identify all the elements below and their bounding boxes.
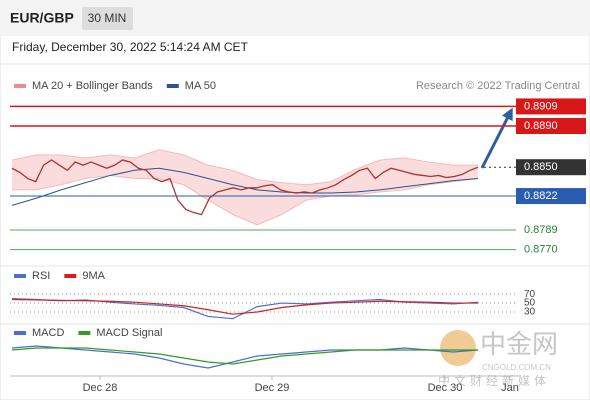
watermark-domain: CNGOLD.COM.CN [482,363,551,372]
legend-label: RSI [32,270,50,282]
legend-label: MACD [32,327,64,339]
level-label: 0.8850 [524,161,558,173]
level-label: 0.8770 [524,244,558,256]
legend-swatch [166,84,179,88]
level-label: 0.8890 [524,120,558,132]
x-tick-label: Dec 28 [83,382,118,394]
y-tick-label: 30 [524,307,536,318]
level-box [516,118,586,134]
watermark: 中金网 CNGOLD.COM.CN 中文财经新媒体 [438,329,558,388]
interval-label: 30 MIN [88,11,127,25]
level-box [516,188,586,205]
legend-label: 9MA [82,270,105,282]
indicator-line [11,298,478,315]
level-label: 0.8909 [524,100,558,112]
bollinger-lower [12,174,479,226]
indicator-line [11,345,479,369]
legend-label: MA 50 [185,80,216,92]
watermark-logo [440,330,476,366]
legend-label: MA 20 + Bollinger Bands [32,80,153,92]
legend-swatch [78,331,91,335]
source: Research © 2022 Trading Central [416,80,580,92]
watermark-name: 中金网 [480,329,558,359]
ma50-line [11,167,479,206]
bollinger-upper [11,149,478,186]
timestamp: Friday, December 30, 2022 5:14:24 AM CET [12,40,249,54]
level-box [516,159,586,176]
forecast-arrow [480,107,513,169]
price-line [11,159,479,216]
legend-swatch [14,331,26,335]
y-tick-label: 70 [524,289,536,300]
level-label: 0.8822 [524,190,558,202]
x-tick-label: Dec 30 [428,382,463,394]
legend-label: MACD Signal [96,327,162,339]
indicator-line [11,347,478,365]
level-label: 0.8789 [524,224,558,236]
x-tick-label: Jan [501,382,519,394]
watermark-slogan: 中文财经新媒体 [438,373,550,388]
legend-swatch [14,84,26,88]
legend-swatch [14,274,26,278]
symbol: EUR/GBP [10,10,74,26]
level-box [516,98,586,115]
interval-button[interactable] [82,7,133,30]
y-tick-label: 50 [524,298,536,309]
legend-swatch [64,274,77,278]
x-tick-label: Dec 29 [255,382,290,394]
